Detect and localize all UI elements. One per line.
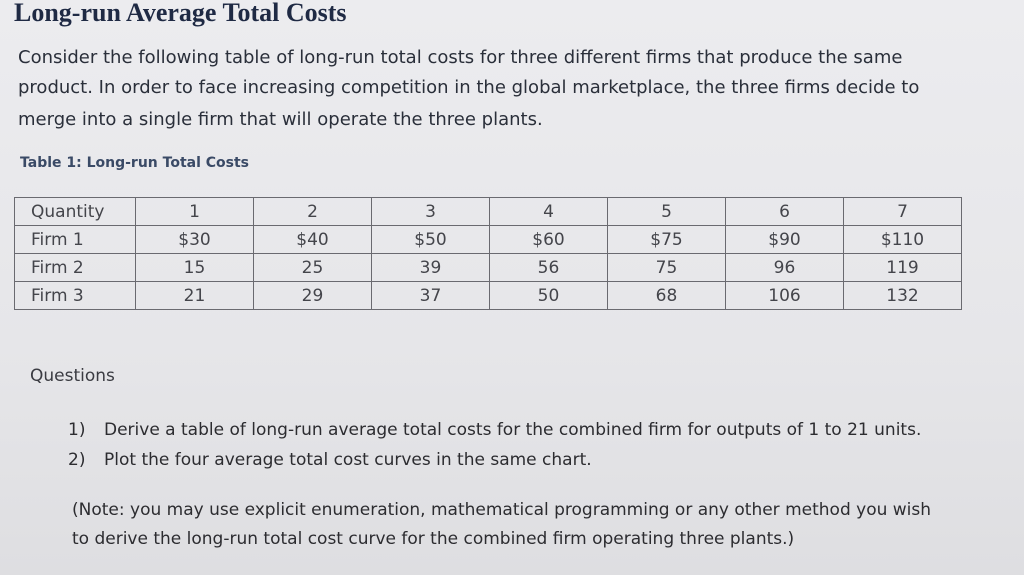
table-cell: 37 <box>371 281 490 310</box>
table-caption: Table 1: Long-run Total Costs <box>20 155 250 171</box>
table-cell: $110 <box>843 225 962 254</box>
table-cell: 2 <box>253 197 372 226</box>
table-cell: 56 <box>489 253 608 282</box>
intro-line: merge into a single firm that will opera… <box>18 109 543 130</box>
note-line: (Note: you may use explicit enumeration,… <box>72 500 932 520</box>
question-text: Plot the four average total cost curves … <box>104 450 592 470</box>
table-row: Quantity 1 2 3 4 5 6 7 <box>14 197 962 226</box>
intro-line: Consider the following table of long-run… <box>18 47 903 68</box>
table-cell: 7 <box>843 197 962 226</box>
table-cell: 96 <box>725 253 844 282</box>
table-cell: 25 <box>253 253 372 282</box>
table-cell: 5 <box>607 197 726 226</box>
table-cell: 21 <box>135 281 254 310</box>
intro-line: product. In order to face increasing com… <box>18 77 920 98</box>
table-cell: $50 <box>371 225 490 254</box>
table-cell: 75 <box>607 253 726 282</box>
table-cell: 4 <box>489 197 608 226</box>
row-label: Firm 1 <box>14 225 136 254</box>
table-cell: 68 <box>607 281 726 310</box>
row-label: Quantity <box>14 197 136 226</box>
table-cell: $75 <box>607 225 726 254</box>
table-cell: 6 <box>725 197 844 226</box>
table-cell: $30 <box>135 225 254 254</box>
table-cell: $40 <box>253 225 372 254</box>
table-cell: 39 <box>371 253 490 282</box>
table-cell: 106 <box>725 281 844 310</box>
table-cell: $60 <box>489 225 608 254</box>
question-number: 1) <box>68 420 86 440</box>
table-row: Firm 2 15 25 39 56 75 96 119 <box>14 253 962 282</box>
table-cell: 132 <box>843 281 962 310</box>
table-cell: 119 <box>843 253 962 282</box>
title: Long-run Average Total Costs <box>14 0 347 27</box>
table-cell: 3 <box>371 197 490 226</box>
row-label: Firm 2 <box>14 253 136 282</box>
table-cell: 29 <box>253 281 372 310</box>
table-cell: $90 <box>725 225 844 254</box>
cost-table: Quantity 1 2 3 4 5 6 7 Firm 1 $30 $40 $50 $60 $75 $90 $… <box>14 197 962 310</box>
note-line: to derive the long-run total cost curve … <box>72 529 795 549</box>
table-row: Firm 1 $30 $40 $50 $60 $75 $90 $110 <box>14 225 962 254</box>
table-cell: 15 <box>135 253 254 282</box>
row-label: Firm 3 <box>14 281 136 310</box>
question-text: Derive a table of long-run average total… <box>104 420 922 440</box>
question-number: 2) <box>68 450 86 470</box>
table-row: Firm 3 21 29 37 50 68 106 132 <box>14 281 962 310</box>
table-cell: 1 <box>135 197 254 226</box>
table-cell: 50 <box>489 281 608 310</box>
questions-heading: Questions <box>30 366 115 386</box>
